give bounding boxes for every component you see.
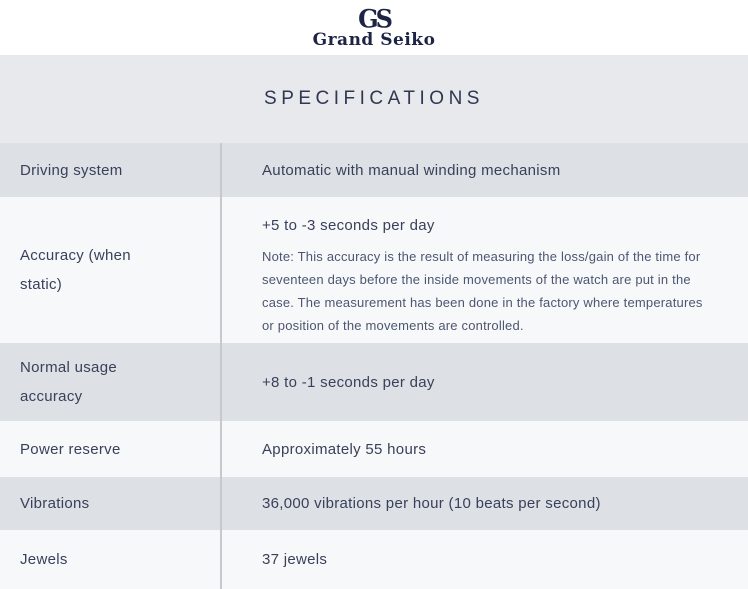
spec-label: Normal usage accuracy	[0, 343, 222, 421]
spec-value-text: Automatic with manual winding mechanism	[262, 161, 561, 179]
spec-row-power-reserve: Power reserve Approximately 55 hours	[0, 421, 748, 477]
spec-value-text: 36,000 vibrations per hour (10 beats per…	[262, 495, 601, 512]
spec-label-text: Driving system	[20, 161, 123, 179]
spec-label: Accuracy (when static)	[0, 197, 222, 343]
accuracy-note: Note: This accuracy is the result of mea…	[262, 249, 703, 333]
header: GS Grand Seiko	[0, 0, 748, 55]
spec-value: 37 jewels	[222, 530, 748, 589]
spec-label: Power reserve	[0, 421, 222, 477]
spec-value-text: +5 to -3 seconds per day	[262, 217, 435, 234]
specifications-heading: SPECIFICATIONS	[264, 88, 484, 109]
spec-value-text: Approximately 55 hours	[262, 440, 427, 458]
brand-name: Grand Seiko	[312, 29, 436, 50]
spec-label: Jewels	[0, 530, 222, 589]
spec-value: +8 to -1 seconds per day	[222, 343, 748, 421]
spec-label-text: Jewels	[20, 551, 68, 568]
spec-label-text: Normal usage accuracy	[20, 359, 117, 405]
spec-row-accuracy-static: Accuracy (when static) +5 to -3 seconds …	[0, 197, 748, 343]
spec-row-jewels: Jewels 37 jewels	[0, 530, 748, 589]
spec-row-vibrations: Vibrations 36,000 vibrations per hour (1…	[0, 477, 748, 530]
grand-seiko-logo: GS Grand Seiko	[312, 2, 436, 50]
spec-label-text: Vibrations	[20, 495, 90, 512]
spec-value: Automatic with manual winding mechanism	[222, 143, 748, 197]
gs-monogram-icon: GS	[358, 2, 393, 34]
spec-label: Vibrations	[0, 477, 222, 530]
spec-value-text: 37 jewels	[262, 551, 328, 568]
spec-value: Approximately 55 hours	[222, 421, 748, 477]
spec-value: 36,000 vibrations per hour (10 beats per…	[222, 477, 748, 530]
spec-row-driving-system: Driving system Automatic with manual win…	[0, 143, 748, 197]
spec-row-normal-usage-accuracy: Normal usage accuracy +8 to -1 seconds p…	[0, 343, 748, 421]
spec-label-text: Power reserve	[20, 440, 121, 458]
spec-label-text: Accuracy (when static)	[20, 247, 131, 293]
specifications-band: SPECIFICATIONS	[0, 55, 748, 143]
spec-table: Driving system Automatic with manual win…	[0, 143, 748, 589]
spec-value: +5 to -3 seconds per day Note: This accu…	[222, 197, 748, 343]
spec-label: Driving system	[0, 143, 222, 197]
spec-value-text: +8 to -1 seconds per day	[262, 373, 435, 391]
